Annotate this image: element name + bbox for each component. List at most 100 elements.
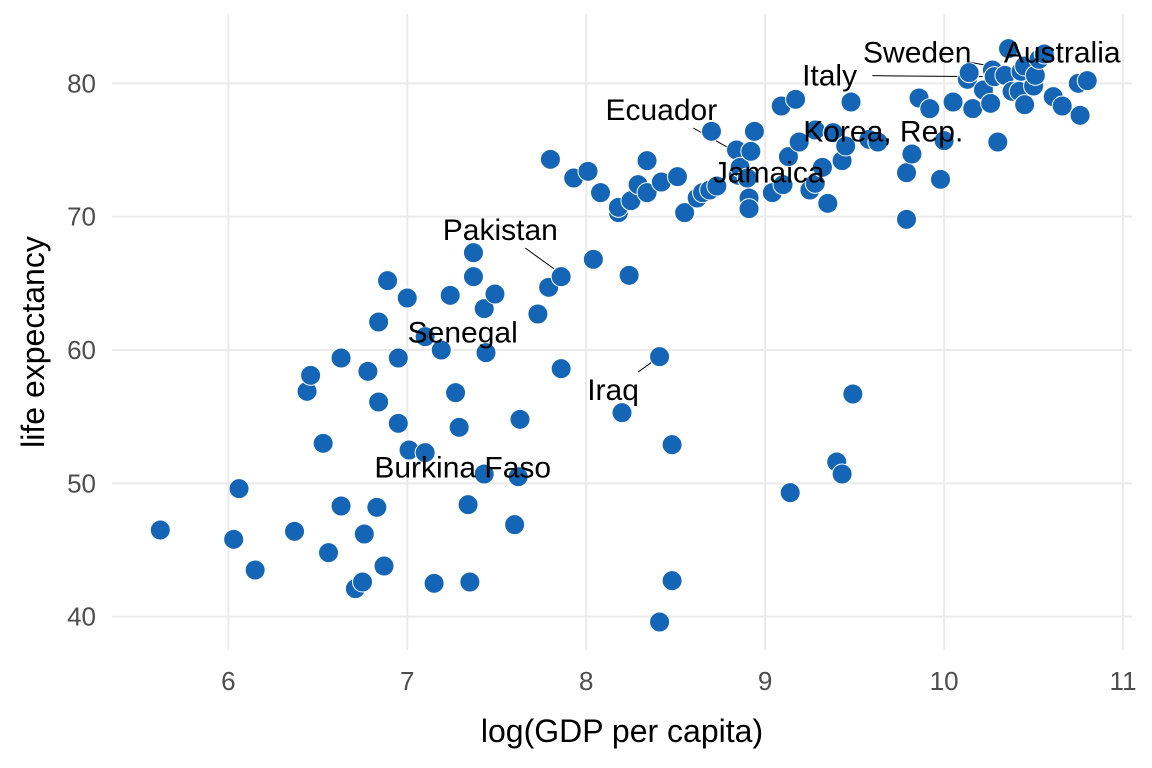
data-point [352,571,374,593]
y-axis-tick-labels: 40 50 60 70 80 [67,68,96,631]
x-tick-label: 9 [758,666,772,696]
y-tick-label: 80 [67,68,96,98]
data-point [785,88,807,110]
annotation-label: Iraq [587,374,639,407]
data-point [430,339,452,361]
data-point [353,523,375,545]
data-point [590,182,612,204]
data-point [738,198,760,220]
annotation-label: Senegal [408,317,518,350]
data-point [618,264,640,286]
data-point [661,434,683,456]
data-point [459,571,481,593]
data-point [896,208,918,230]
y-tick-label: 60 [67,335,96,365]
data-point [473,298,495,320]
data-point [840,91,862,113]
data-point [439,284,461,306]
annotation-label: Italy [802,59,857,92]
data-point [867,131,889,153]
data-point [942,91,964,113]
data-point [504,514,526,536]
x-tick-label: 11 [1110,666,1137,696]
data-point [377,270,399,292]
data-point [509,408,531,430]
data-point [772,174,794,196]
data-point [228,478,250,500]
data-point [1014,94,1036,116]
data-point [462,266,484,288]
annotation-leader [524,247,557,272]
data-point [387,412,409,434]
data-point [318,542,340,564]
data-point [414,442,436,464]
annotation-label: Korea, Rep. [803,115,963,148]
annotation-leader [637,360,654,373]
data-point [527,303,549,325]
data-point [674,202,696,224]
data-point [788,131,810,153]
data-point [300,364,322,386]
data-point [919,98,941,120]
data-point [330,495,352,517]
data-point [484,283,506,305]
data-point [649,346,671,368]
data-point [366,496,388,518]
data-point [958,62,980,84]
data-point [649,611,671,633]
y-tick-label: 50 [67,468,96,498]
data-point [582,248,604,270]
data-point [550,358,572,380]
data-point [666,166,688,188]
annotation-label: Burkina Faso [374,451,551,484]
data-points [149,38,1098,633]
data-point [661,570,683,592]
annotation-label: Sweden [863,37,971,70]
data-point [930,168,952,190]
x-tick-label: 10 [930,666,959,696]
data-point [835,135,857,157]
data-point [1051,95,1073,117]
data-point [811,156,833,178]
data-point [706,175,728,197]
data-point [822,122,844,144]
data-point [636,150,658,172]
data-point [987,131,1009,153]
data-point [330,347,352,369]
data-point [700,120,722,142]
data-point [1076,70,1098,92]
data-point [462,242,484,264]
data-point [962,98,984,120]
data-point [980,92,1002,114]
annotation-labels: Sweden Australia Italy Ecuador Korea, Rep. Ja… [374,37,1121,485]
y-tick-label: 70 [67,202,96,232]
data-point [743,120,765,142]
data-point [817,192,839,214]
data-point [901,143,923,165]
data-point [777,146,799,168]
data-point [475,342,497,364]
annotation-label: Australia [1004,37,1121,70]
data-point [414,326,436,348]
annotation-label: Pakistan [443,214,558,247]
data-point [284,520,306,542]
data-point [933,130,955,152]
x-tick-label: 8 [579,666,593,696]
x-tick-label: 6 [221,666,235,696]
data-point [373,555,395,577]
data-point [368,311,390,333]
data-point [896,162,918,184]
data-point [448,416,470,438]
data-point [539,148,561,170]
data-point [740,140,762,162]
x-axis-tick-labels: 6 7 8 9 10 11 [221,666,1136,696]
data-point [368,391,390,413]
data-point [357,360,379,382]
data-point [387,347,409,369]
data-point [445,382,467,404]
data-point [244,559,266,581]
data-point [473,463,495,485]
data-point [423,572,445,594]
annotation-label: Ecuador [605,94,717,127]
